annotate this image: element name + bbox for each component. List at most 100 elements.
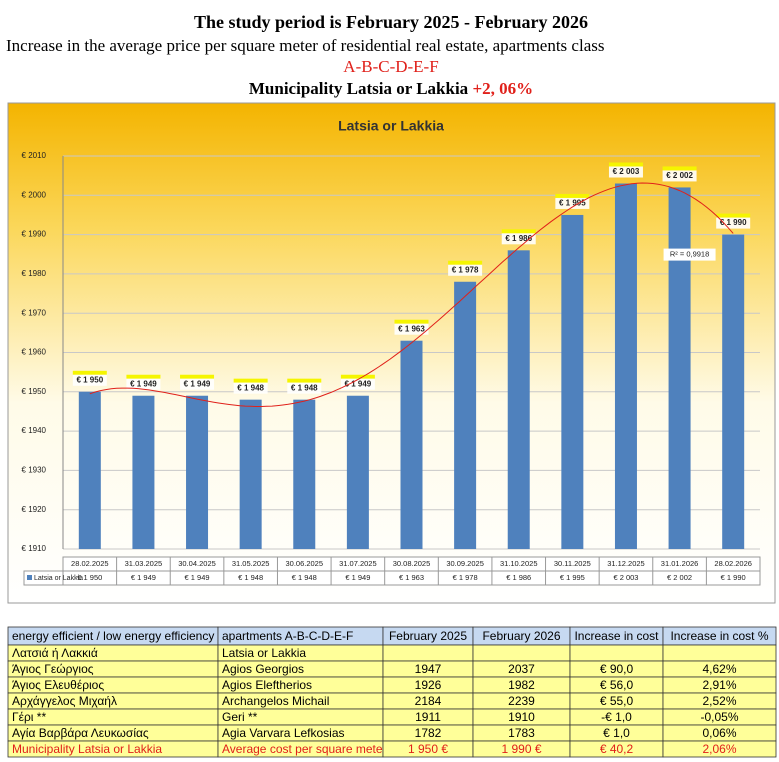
table-cell-text: € 40,2 — [600, 742, 634, 756]
y-tick-label: € 1960 — [22, 348, 47, 357]
table-cell-text: 2,06% — [702, 742, 736, 756]
x-tick-label: 30.04.2025 — [178, 559, 216, 568]
data-table-value: € 1 986 — [506, 573, 531, 582]
table-cell-text: 1 950 € — [408, 742, 448, 756]
table-cell-text: 1982 — [508, 678, 535, 692]
table-cell-text: 2,52% — [702, 694, 736, 708]
data-table-value: € 1 948 — [292, 573, 317, 582]
data-label-box — [716, 217, 751, 229]
legend-label: Latsia or Lakkia — [34, 575, 83, 582]
data-label: € 1 948 — [291, 383, 318, 392]
page-subtitle: Increase in the average price per square… — [6, 36, 604, 55]
table-cell-text: 2239 — [508, 694, 535, 708]
data-label-box — [394, 323, 429, 335]
data-label-box — [340, 378, 375, 390]
x-tick-label: 30.11.2025 — [554, 559, 591, 568]
data-table-value: € 1 995 — [560, 573, 585, 582]
table-cell — [569, 644, 664, 662]
data-label-highlight — [287, 378, 322, 383]
table-cell-text: Increase in cost — [574, 629, 659, 643]
chart: € 1910 € 1920 € 1930 € 1940 € 1950 € 1960 € 19… — [22, 151, 761, 586]
data-label-highlight — [448, 260, 483, 265]
x-tick-label: 31.05.2025 — [232, 559, 270, 568]
data-label: € 1 986 — [505, 234, 532, 243]
data-label: € 1 948 — [237, 383, 264, 392]
y-tick-label: € 1910 — [22, 544, 47, 553]
data-table-value: € 1 990 — [721, 573, 746, 582]
table-cell-text: 1782 — [415, 726, 442, 740]
data-table-value: € 2 003 — [613, 573, 638, 582]
table-cell-text: Municipality Latsia or Lakkia — [12, 742, 162, 756]
table-cell-text: € 1,0 — [603, 726, 630, 740]
trendline — [89, 182, 734, 407]
data-label-highlight — [340, 374, 375, 379]
y-tick-label: € 1930 — [22, 466, 47, 475]
table-cell — [382, 644, 474, 662]
data-label: € 1 949 — [184, 379, 211, 388]
data-table-value: € 1 949 — [131, 573, 156, 582]
bar — [668, 187, 691, 549]
municipality-line: Municipality Latsia or Lakkia +2, 06% — [249, 79, 533, 98]
data-table-value: € 2 002 — [667, 573, 692, 582]
data-label-highlight — [555, 193, 590, 198]
bar — [507, 250, 530, 549]
table-cell-text: 2184 — [415, 694, 442, 708]
data-label-highlight — [72, 370, 107, 375]
table-cell-text: Agia Varvara Lefkosias — [222, 726, 345, 740]
data-label: € 1 950 — [76, 375, 103, 384]
table-cell-text: energy efficient / low energy efficiency — [12, 629, 214, 643]
data-label-highlight — [716, 213, 751, 218]
bar — [454, 281, 477, 549]
data-label-box — [233, 382, 268, 394]
data-label: € 1 949 — [130, 379, 157, 388]
data-label-highlight — [180, 374, 215, 379]
data-label-highlight — [662, 166, 697, 171]
x-tick-label: 30.08.2025 — [393, 559, 431, 568]
y-tick-label: € 2000 — [22, 190, 47, 199]
table-cell-text: -0,05% — [700, 710, 738, 724]
table-cell-text: € 56,0 — [600, 678, 634, 692]
data-label-highlight — [394, 319, 429, 324]
table-cell-text: 2037 — [508, 662, 535, 676]
table-cell-text: 1926 — [415, 678, 442, 692]
bar — [346, 395, 369, 549]
municipality: Municipality Latsia or Lakkia — [249, 79, 469, 98]
data-label: € 1 990 — [720, 218, 747, 227]
data-label-box — [608, 166, 643, 178]
table-cell-text: 0,06% — [702, 726, 736, 740]
table-cell-text: February 2025 — [389, 629, 467, 643]
table-cell-text: Average cost per square meter — [222, 742, 387, 756]
table: energy efficient / low energy efficiency… — [7, 626, 777, 758]
table-cell-text: € 90,0 — [600, 662, 634, 676]
x-tick-label: 30.06.2025 — [285, 559, 323, 568]
x-tick-label: 31.01.2026 — [661, 559, 699, 568]
data-label-highlight — [608, 162, 643, 167]
classes: A-B-C-D-E-F — [343, 57, 438, 76]
data-label-box — [555, 197, 590, 209]
data-label-box — [180, 378, 215, 390]
x-tick-label: 28.02.2026 — [714, 559, 752, 568]
data-label-box — [448, 264, 483, 276]
data-label: € 2 003 — [613, 167, 640, 176]
table-cell-text: Άγιος Ελευθέριος — [12, 678, 104, 692]
data-label-highlight — [233, 378, 268, 383]
x-tick-label: 28.02.2025 — [71, 559, 109, 568]
table-cell-text: Αρχάγγελος Μιχαήλ — [12, 694, 117, 708]
page-title: The study period is February 2025 - Febr… — [194, 12, 588, 32]
y-tick-label: € 1970 — [22, 308, 47, 317]
table-cell-text: Agios Eleftherios — [222, 678, 312, 692]
data-table-value: € 1 949 — [185, 573, 210, 582]
table-cell-text: € 55,0 — [600, 694, 634, 708]
bar — [132, 395, 155, 549]
table-cell-text: Archangelos Michail — [222, 694, 329, 708]
table-cell-text: -€ 1,0 — [601, 710, 632, 724]
table-cell-text: Agios Georgios — [222, 662, 304, 676]
bar — [186, 395, 209, 549]
y-tick-label: € 1920 — [22, 505, 47, 514]
x-tick-label: 31.07.2025 — [339, 559, 377, 568]
table-cell-text: 2,91% — [702, 678, 736, 692]
data-label-box — [287, 382, 322, 394]
x-tick-label: 31.10.2025 — [500, 559, 538, 568]
table-cell-text: 1947 — [415, 662, 442, 676]
